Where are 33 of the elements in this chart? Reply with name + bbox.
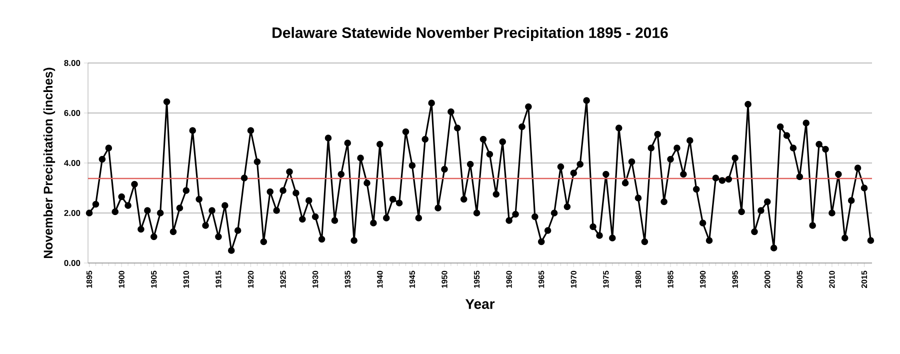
- y-tick-label: 4.00: [64, 160, 80, 166]
- x-tick-label: 1935: [344, 270, 350, 288]
- x-tick-label: 2010: [829, 270, 835, 288]
- x-tick-label: 1900: [118, 270, 124, 288]
- x-tick-label: 2000: [764, 270, 770, 288]
- chart-title: Delaware Statewide November Precipitation 1895 - 2016: [272, 27, 668, 41]
- x-tick-label: 1955: [474, 270, 480, 288]
- y-tick-label: 6.00: [64, 110, 80, 116]
- x-tick-label: 1970: [570, 270, 576, 288]
- x-axis-title: Year: [465, 299, 495, 309]
- y-tick-label: 0.00: [64, 260, 80, 266]
- x-tick-label: 1995: [732, 270, 738, 288]
- x-tick-label: 1895: [86, 270, 92, 288]
- x-tick-label: 1990: [700, 270, 706, 288]
- x-tick-label: 1920: [248, 270, 254, 288]
- y-tick-label: 8.00: [64, 60, 80, 66]
- x-tick-label: 1930: [312, 270, 318, 288]
- x-tick-label: 1905: [151, 270, 157, 288]
- x-tick-label: 1945: [409, 270, 416, 288]
- x-tick-label: 1910: [183, 270, 189, 288]
- x-tick-label: 1940: [377, 270, 383, 288]
- x-tick-label: 1965: [538, 270, 544, 288]
- x-tick-label: 2005: [796, 270, 803, 288]
- x-tick-label: 1975: [603, 270, 609, 288]
- x-tick-label: 1985: [668, 270, 674, 288]
- x-tick-label: 1950: [442, 270, 448, 288]
- x-tick-label: 1980: [635, 270, 642, 288]
- y-tick-label: 2.00: [64, 210, 80, 216]
- x-tick-label: 1925: [280, 270, 286, 288]
- x-tick-label: 1915: [216, 270, 222, 288]
- x-tick-label: 1960: [506, 270, 512, 288]
- x-tick-label: 2015: [861, 270, 868, 288]
- y-axis-title: November Precipitation (inches): [43, 68, 56, 258]
